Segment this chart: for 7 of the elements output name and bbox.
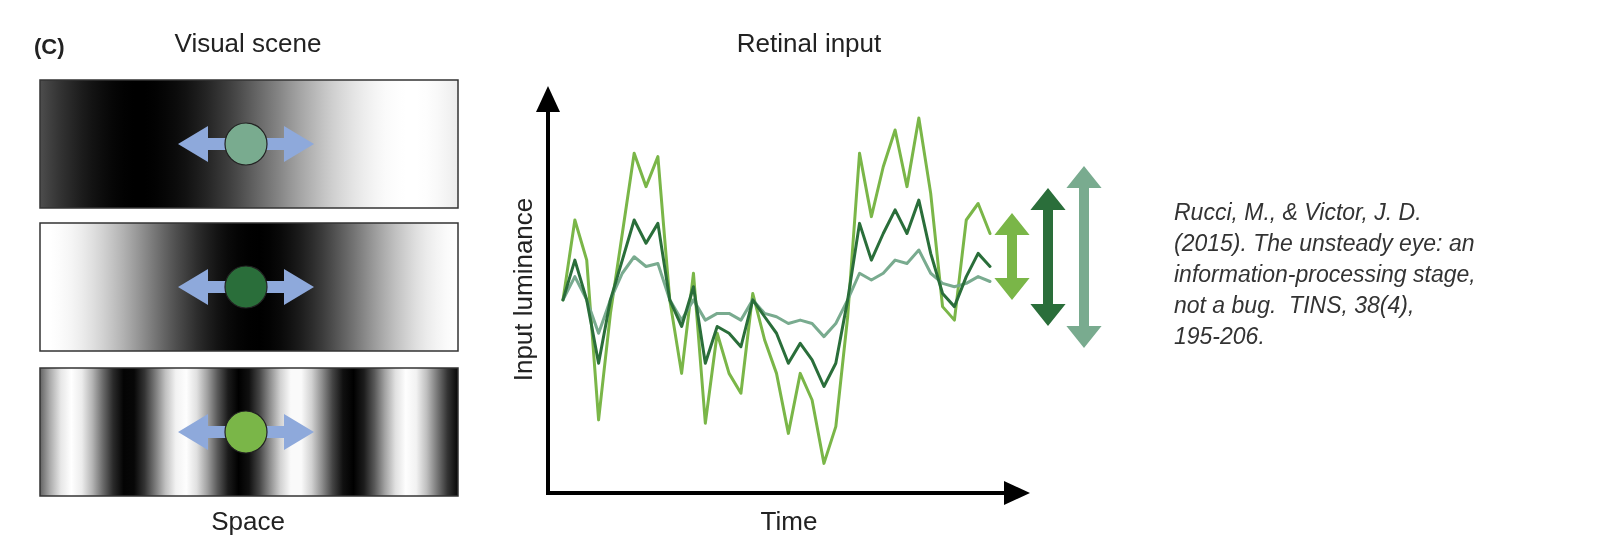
text: Space	[211, 506, 285, 536]
text: Rucci, M., & Victor, J. D. (2015). The unsteady eye: an information-processing stage, not a bug. TINS, 38(4), 195-206.	[1174, 199, 1476, 349]
chart-title: Retinal input	[736, 28, 883, 58]
text: (C)	[34, 34, 65, 59]
text: Visual scene	[174, 28, 322, 58]
x-axis-title: Time	[760, 506, 818, 536]
y-axis-title: Input luminance	[508, 197, 538, 382]
